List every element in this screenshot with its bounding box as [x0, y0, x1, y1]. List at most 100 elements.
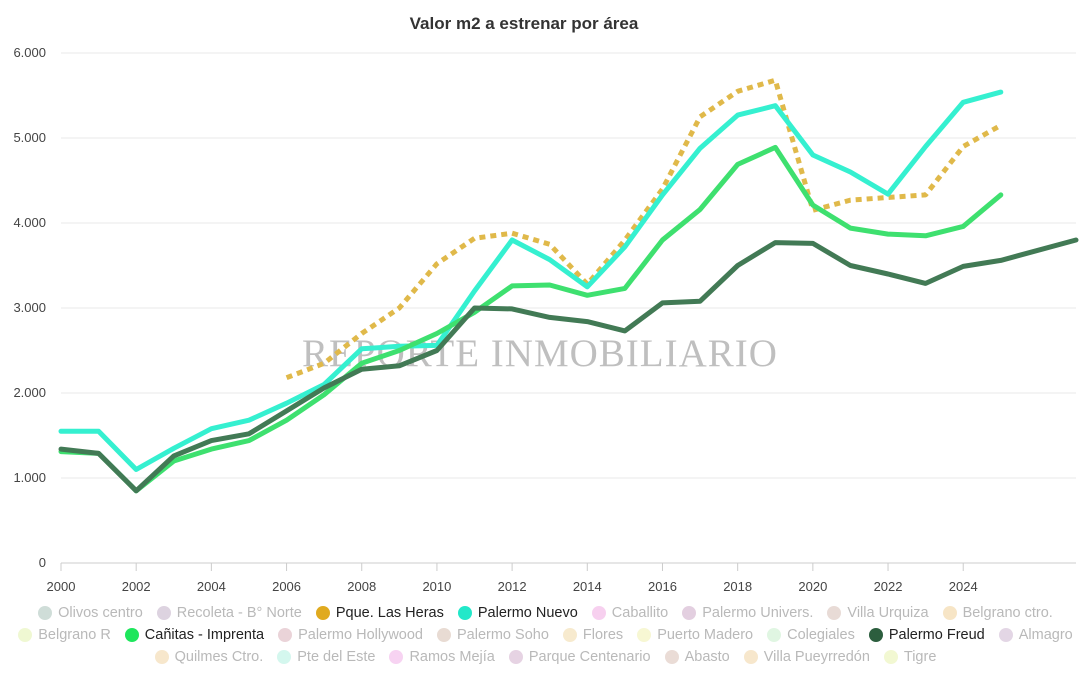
- legend-label: Palermo Univers.: [702, 605, 814, 621]
- legend-label: Pte del Este: [297, 649, 376, 665]
- legend-row: Olivos centro Recoleta - B° Norte Pque. La…: [0, 602, 1091, 624]
- legend-label: Parque Centenario: [528, 649, 651, 665]
- legend-label: Almagro: [1018, 627, 1073, 643]
- y-tick-label: 4.000: [13, 215, 46, 230]
- legend-label: Caballito: [611, 605, 669, 621]
- legend-label: Puerto Madero: [657, 627, 754, 643]
- series-line-ca-itas-imprenta[interactable]: [58, 144, 1004, 494]
- legend-marker-icon: [827, 606, 842, 620]
- legend-item[interactable]: Palermo Univers.: [682, 602, 813, 624]
- y-axis: 0 1.000 2.000 3.000 4.000 5.000 6.000: [13, 45, 46, 570]
- legend-item[interactable]: Villa Urquiza: [827, 602, 929, 624]
- legend-item[interactable]: Recoleta - B° Norte: [156, 602, 302, 624]
- x-axis: 2000 2002 2004 2006 2008 2010 2012 2014 2016 2018…: [47, 562, 1076, 594]
- legend-item[interactable]: Belgrano ctro.: [942, 602, 1053, 624]
- legend-marker-icon: [278, 628, 293, 642]
- legend-item[interactable]: Quilmes Ctro.: [154, 646, 264, 668]
- legend-label: Palermo Hollywood: [298, 627, 423, 643]
- series-lines: [58, 77, 1079, 494]
- legend-marker-icon: [124, 628, 139, 642]
- legend-label: Colegiales: [787, 627, 855, 643]
- legend-label: Tigre: [903, 649, 937, 665]
- y-tick-label: 3.000: [13, 300, 46, 315]
- legend-marker-icon: [154, 650, 169, 664]
- legend-marker-icon: [508, 650, 523, 664]
- legend-marker-icon: [637, 628, 652, 642]
- x-tick-label: 2004: [197, 579, 226, 594]
- x-tick-label: 2020: [798, 579, 827, 594]
- x-tick-label: 2012: [498, 579, 527, 594]
- chart-title: Valor m2 a estrenar por área: [410, 14, 639, 33]
- x-tick-label: 2024: [949, 579, 978, 594]
- legend-marker-icon: [18, 628, 33, 642]
- y-tick-label: 5.000: [13, 130, 46, 145]
- legend-label: Flores: [582, 627, 624, 643]
- legend-item[interactable]: Parque Centenario: [508, 646, 651, 668]
- legend-marker-icon: [883, 650, 898, 664]
- legend-label: Quilmes Ctro.: [174, 649, 264, 665]
- legend-marker-icon: [591, 606, 606, 620]
- legend-marker-icon: [457, 606, 472, 620]
- legend-label: Recoleta - B° Norte: [176, 605, 302, 621]
- legend-marker-icon: [743, 650, 758, 664]
- y-tick-label: 2.000: [13, 385, 46, 400]
- legend-item[interactable]: Palermo Soho: [437, 624, 549, 646]
- legend-label: Cañitas - Imprenta: [144, 627, 265, 643]
- legend-label: Villa Pueyrredón: [763, 649, 870, 665]
- legend-item[interactable]: Pque. Las Heras: [315, 602, 444, 624]
- series-line-palermo-freud[interactable]: [58, 237, 1079, 494]
- legend-item[interactable]: Abasto: [664, 646, 730, 668]
- legend-item[interactable]: Palermo Hollywood: [278, 624, 423, 646]
- legend-label: Palermo Nuevo: [477, 605, 578, 621]
- legend-item[interactable]: Olivos centro: [38, 602, 143, 624]
- legend-label: Palermo Soho: [457, 627, 549, 643]
- legend-label: Pque. Las Heras: [335, 605, 444, 621]
- legend-row: Quilmes Ctro. Pte del Este Ramos Mejía Parq…: [0, 646, 1091, 668]
- legend-item[interactable]: Palermo Freud: [868, 624, 985, 646]
- legend-marker-icon: [315, 606, 330, 620]
- legend-marker-icon: [156, 606, 171, 620]
- grid-lines: [61, 52, 1076, 564]
- legend-item[interactable]: Puerto Madero: [637, 624, 753, 646]
- legend-item[interactable]: Flores: [562, 624, 624, 646]
- legend-marker-icon: [767, 628, 782, 642]
- series-line-pque-las-heras[interactable]: [285, 77, 1003, 381]
- legend-marker-icon: [868, 628, 883, 642]
- x-tick-label: 2014: [573, 579, 602, 594]
- legend-marker-icon: [562, 628, 577, 642]
- legend-marker-icon: [277, 650, 292, 664]
- legend-marker-icon: [437, 628, 451, 642]
- x-tick-label: 2006: [272, 579, 301, 594]
- legend-item[interactable]: Belgrano R: [18, 624, 111, 646]
- legend-item[interactable]: Tigre: [883, 646, 937, 668]
- legend-marker-icon: [389, 650, 404, 664]
- y-tick-label: 1.000: [13, 470, 46, 485]
- y-tick-label: 0: [39, 555, 46, 570]
- legend-marker-icon: [942, 606, 957, 620]
- legend-item[interactable]: Ramos Mejía: [389, 646, 495, 668]
- legend-item[interactable]: Pte del Este: [277, 646, 375, 668]
- legend-marker-icon: [664, 650, 679, 664]
- legend-item[interactable]: Caballito: [591, 602, 669, 624]
- legend-label: Palermo Freud: [888, 627, 985, 643]
- x-tick-label: 2002: [122, 579, 151, 594]
- legend-label: Olivos centro: [58, 605, 143, 621]
- x-tick-label: 2008: [347, 579, 376, 594]
- series-line-palermo-nuevo[interactable]: [58, 89, 1004, 472]
- legend-marker-icon: [38, 606, 53, 620]
- legend-marker-icon: [682, 606, 697, 620]
- x-tick-label: 2018: [723, 579, 752, 594]
- legend-item[interactable]: Almagro: [998, 624, 1073, 646]
- legend-label: Belgrano R: [38, 627, 111, 643]
- legend-item[interactable]: Palermo Nuevo: [457, 602, 578, 624]
- legend-row: Belgrano R Cañitas - Imprenta Palermo Holl…: [0, 624, 1091, 646]
- legend-item[interactable]: Colegiales: [767, 624, 855, 646]
- y-tick-label: 6.000: [13, 45, 46, 60]
- legend-item[interactable]: Villa Pueyrredón: [743, 646, 870, 668]
- legend-item[interactable]: Cañitas - Imprenta: [124, 624, 265, 646]
- x-tick-label: 2010: [422, 579, 451, 594]
- legend-marker-icon: [998, 628, 1013, 642]
- legend-label: Belgrano ctro.: [962, 605, 1053, 621]
- x-tick-label: 2022: [874, 579, 903, 594]
- x-tick-label: 2016: [648, 579, 677, 594]
